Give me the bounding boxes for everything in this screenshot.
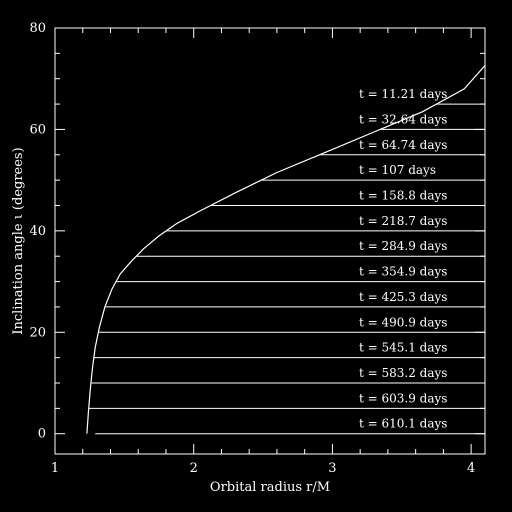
series-lines — [88, 103, 485, 435]
y-tick-label: 0 — [38, 427, 46, 442]
series-label: t = 425.3 days — [359, 290, 447, 304]
series-label: t = 284.9 days — [359, 239, 447, 253]
series-label: t = 64.74 days — [359, 138, 447, 152]
x-tick-label: 4 — [467, 461, 475, 476]
series-label: t = 545.1 days — [359, 341, 447, 355]
x-tick-label: 1 — [51, 461, 59, 476]
plot-frame — [54, 27, 486, 455]
x-tick-label: 2 — [190, 461, 198, 476]
y-axis-title: Inclination angle ι (degrees) — [11, 147, 26, 334]
series-label: t = 32.64 days — [359, 112, 447, 126]
y-tick-label: 40 — [29, 224, 46, 239]
series-label: t = 11.21 days — [359, 87, 447, 101]
x-tick-label: 3 — [328, 461, 336, 476]
y-tick-label: 60 — [29, 122, 46, 137]
series-label: t = 490.9 days — [359, 315, 447, 329]
y-tick-label: 20 — [29, 325, 46, 340]
series-label: t = 603.9 days — [359, 391, 447, 405]
envelope-line — [86, 65, 486, 434]
series-label: t = 158.8 days — [359, 189, 447, 203]
y-tick-label: 80 — [29, 21, 46, 36]
x-axis-title: Orbital radius r/M — [210, 480, 330, 495]
series-label: t = 354.9 days — [359, 265, 447, 279]
series-label: t = 610.1 days — [359, 417, 447, 431]
series-label: t = 107 days — [359, 163, 436, 177]
series-label: t = 583.2 days — [359, 366, 447, 380]
series-label: t = 218.7 days — [359, 214, 447, 228]
envelope-curve — [86, 65, 486, 434]
series-labels: t = 11.21 days t = 32.64 days t = 64.74 da… — [359, 87, 447, 431]
